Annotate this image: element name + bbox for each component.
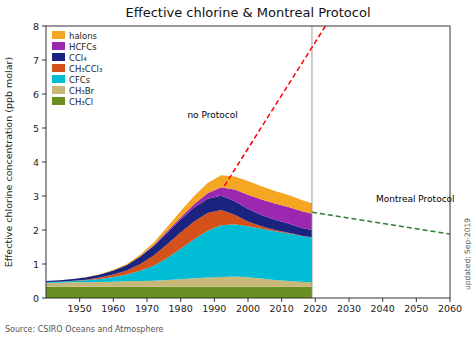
x-tick <box>315 298 316 302</box>
area-layer <box>46 287 312 298</box>
x-tick-label: 2020 <box>303 303 327 314</box>
y-tick <box>42 264 46 265</box>
y-tick-label: 6 <box>33 89 39 100</box>
x-tick <box>248 298 249 302</box>
y-tick-label: 8 <box>33 21 39 32</box>
area-layer <box>46 175 312 281</box>
legend: halonsHCFCsCCl₄CH₃CCl₃CFCsCH₃BrCH₃Cl <box>52 31 102 107</box>
y-tick-label: 2 <box>33 225 39 236</box>
y-tick-label: 4 <box>33 157 39 168</box>
legend-swatch <box>52 86 65 94</box>
plot-area <box>46 26 450 298</box>
x-tick-label: 1950 <box>68 303 92 314</box>
legend-label: CH₃Cl <box>69 97 93 107</box>
legend-label: HCFCs <box>69 42 97 52</box>
reference-line <box>312 212 450 234</box>
x-tick <box>180 298 181 302</box>
legend-swatch <box>52 42 65 50</box>
x-tick <box>147 298 148 302</box>
chart: 1950 1960 1970 1980 1990 2000 2010 2020 2030 2040… <box>0 0 474 337</box>
y-tick <box>42 26 46 27</box>
x-tick <box>416 298 417 302</box>
legend-label: CFCs <box>69 75 91 85</box>
legend-label: CH₃Br <box>69 86 95 96</box>
x-tick-label: 2050 <box>404 303 428 314</box>
x-tick <box>214 298 215 302</box>
y-tick <box>42 94 46 95</box>
y-axis-label: Effective chlorine concentration (ppb mo… <box>3 57 14 267</box>
annotation: no Protocol <box>187 110 237 120</box>
y-tick <box>42 128 46 129</box>
reference-line <box>224 26 325 186</box>
x-tick-label: 2060 <box>438 303 462 314</box>
x-tick <box>349 298 350 302</box>
y-tick-label: 7 <box>33 55 39 66</box>
y-tick-label: 5 <box>33 123 39 134</box>
y-tick <box>42 162 46 163</box>
x-tick-label: 2010 <box>270 303 294 314</box>
x-tick-label: 2000 <box>236 303 260 314</box>
legend-label: CH₃CCl₃ <box>69 64 102 74</box>
plot-background <box>46 26 450 298</box>
legend-label: CCl₄ <box>69 53 87 63</box>
y-tick-label: 3 <box>33 191 39 202</box>
y-tick <box>42 230 46 231</box>
legend-swatch <box>52 31 65 39</box>
y-tick <box>42 196 46 197</box>
x-tick <box>281 298 282 302</box>
x-tick-label: 1960 <box>101 303 125 314</box>
source-note: Source: CSIRO Oceans and Atmosphere <box>5 325 164 334</box>
annotation: Montreal Protocol <box>376 194 455 204</box>
legend-swatch <box>52 53 65 61</box>
legend-swatch <box>52 75 65 83</box>
y-tick-label: 1 <box>33 259 39 270</box>
x-tick <box>382 298 383 302</box>
separator-line <box>311 26 312 298</box>
x-tick <box>79 298 80 302</box>
legend-swatch <box>52 97 65 105</box>
x-tick-label: 2030 <box>337 303 361 314</box>
legend-label: halons <box>69 31 98 41</box>
legend-swatch <box>52 64 65 72</box>
updated-note: updated: Sep-2019 <box>463 218 472 290</box>
x-tick-label: 2040 <box>371 303 395 314</box>
x-tick-label: 1990 <box>202 303 226 314</box>
y-tick <box>42 60 46 61</box>
x-tick <box>113 298 114 302</box>
plot-frame <box>46 26 450 298</box>
projection-panel <box>312 26 450 298</box>
y-tick-label: 0 <box>33 293 39 304</box>
y-tick <box>42 298 46 299</box>
x-tick <box>450 298 451 302</box>
x-tick-label: 1980 <box>169 303 193 314</box>
x-tick-label: 1970 <box>135 303 159 314</box>
chart-title: Effective chlorine & Montreal Protocol <box>125 5 370 20</box>
